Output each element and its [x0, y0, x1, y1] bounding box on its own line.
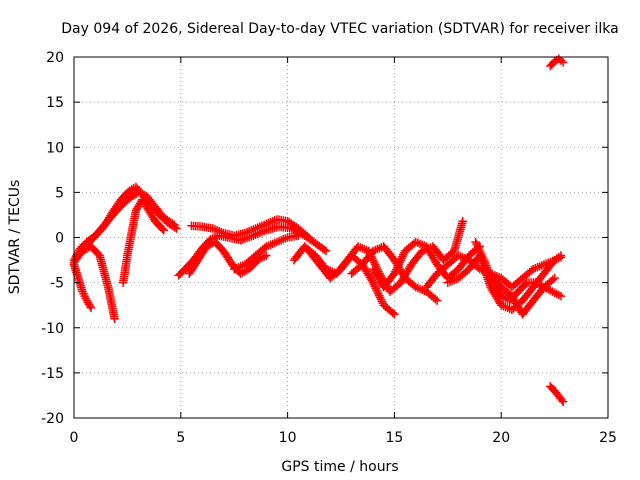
- series-arc-11: [304, 246, 399, 319]
- axis-ticks: [73, 56, 609, 419]
- series-arc-17: [486, 269, 559, 319]
- series-arc-18: [546, 54, 568, 71]
- x-tick-label: 25: [599, 430, 617, 446]
- x-tick-label: 5: [176, 430, 185, 446]
- y-tick-label: -10: [41, 321, 64, 337]
- series-arc-9: [229, 231, 303, 274]
- y-tick-label: 15: [46, 95, 64, 111]
- y-tick-label: 20: [46, 50, 64, 66]
- chart-title: Day 094 of 2026, Sidereal Day-to-day VTE…: [61, 21, 618, 37]
- x-tick-label: 20: [492, 430, 510, 446]
- x-tick-label: 10: [279, 430, 297, 446]
- series-arc-8: [185, 237, 271, 278]
- series-arc-7: [187, 215, 314, 242]
- grid: [74, 57, 608, 418]
- y-tick-label: 0: [55, 231, 64, 247]
- x-axis-label: GPS time / hours: [281, 459, 398, 475]
- x-tick-label: 15: [385, 430, 403, 446]
- series-arc-5: [118, 195, 168, 287]
- series-arc-4: [78, 242, 119, 323]
- series-arc-14: [422, 251, 566, 292]
- y-tick-label: -15: [41, 366, 64, 382]
- data-markers: [69, 54, 568, 407]
- y-tick-label: 5: [55, 185, 64, 201]
- series-arc-2: [69, 188, 179, 268]
- y-tick-label: 10: [46, 140, 64, 156]
- series-arc-16: [471, 237, 566, 305]
- series-arc-19: [546, 382, 568, 407]
- x-tick-label: 0: [70, 430, 79, 446]
- y-axis-label: SDTVAR / TECUs: [7, 180, 23, 295]
- y-tick-label: -5: [50, 276, 64, 292]
- y-tick-label: -20: [41, 411, 64, 427]
